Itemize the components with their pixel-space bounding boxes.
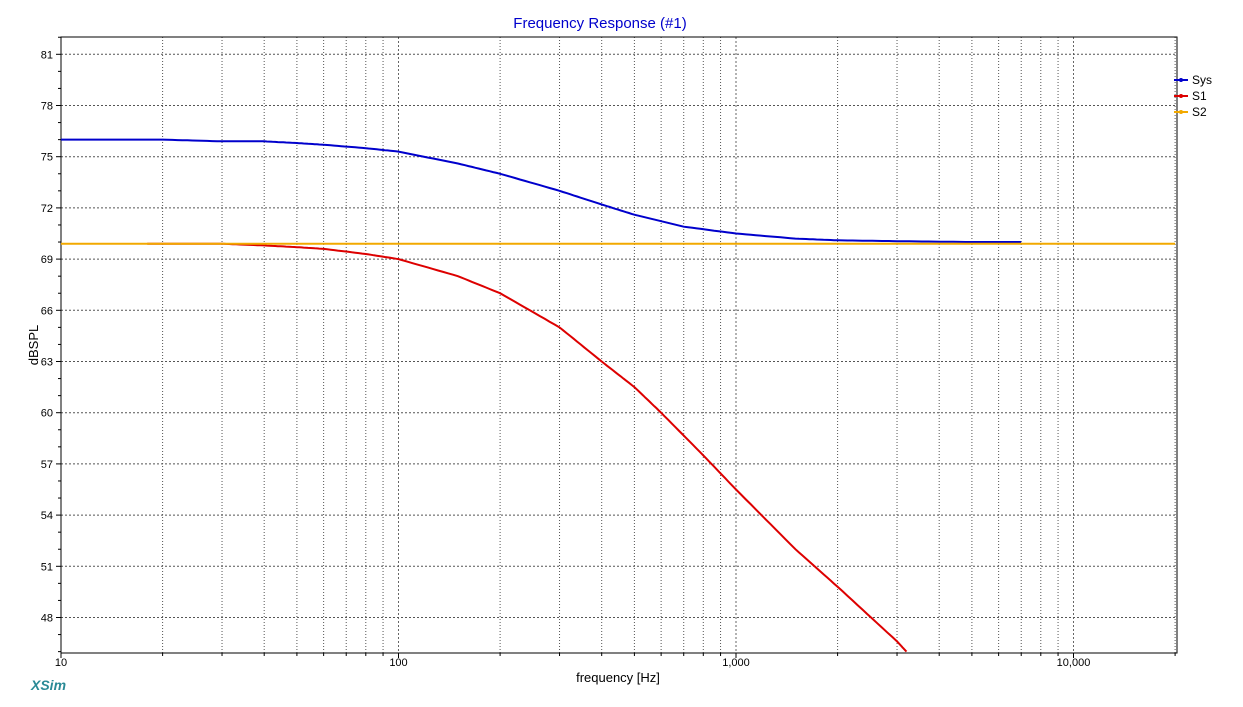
chart-title: Frequency Response (#1) [513,15,686,32]
plot-frame [60,36,1178,654]
legend-marker [1179,110,1183,114]
x-tick-label: 10 [55,657,67,669]
y-tick-label: 54 [41,510,53,522]
y-axis-label: dBSPL [26,325,41,365]
legend-marker [1179,78,1183,82]
y-tick-label: 51 [41,561,53,573]
y-tick-label: 69 [41,254,53,266]
axis-ticks: 48 51 54 57 60 63 66 69 72 75 78 81 10 100 1,000 10,000 [41,36,1176,669]
legend-label: Sys [1192,73,1212,87]
y-tick-label: 66 [41,305,53,317]
legend-label: S1 [1192,89,1207,103]
y-tick-label: 81 [41,49,53,61]
xsim-brand-logo: XSim [30,677,66,693]
legend: Sys S1 S2 [1174,73,1212,119]
series-line-sys [61,138,1022,243]
y-tick-label: 78 [41,101,53,113]
x-tick-label: 100 [389,657,407,669]
y-tick-label: 72 [41,203,53,215]
y-tick-label: 75 [41,152,53,164]
y-tick-label: 60 [41,408,53,420]
y-tick-label: 57 [41,459,53,471]
legend-item-s2: S2 [1174,105,1207,119]
legend-item-s1: S1 [1174,89,1207,103]
legend-marker [1179,94,1183,98]
x-tick-label: 1,000 [722,657,750,669]
x-tick-label: 10,000 [1057,657,1091,669]
y-tick-label: 63 [41,357,53,369]
grid-lines [61,37,1177,653]
series-line-s1 [147,242,908,653]
legend-item-sys: Sys [1174,73,1212,87]
legend-label: S2 [1192,105,1207,119]
y-tick-label: 48 [41,613,53,625]
series-lines [61,138,1176,653]
x-axis-label: frequency [Hz] [576,670,660,685]
